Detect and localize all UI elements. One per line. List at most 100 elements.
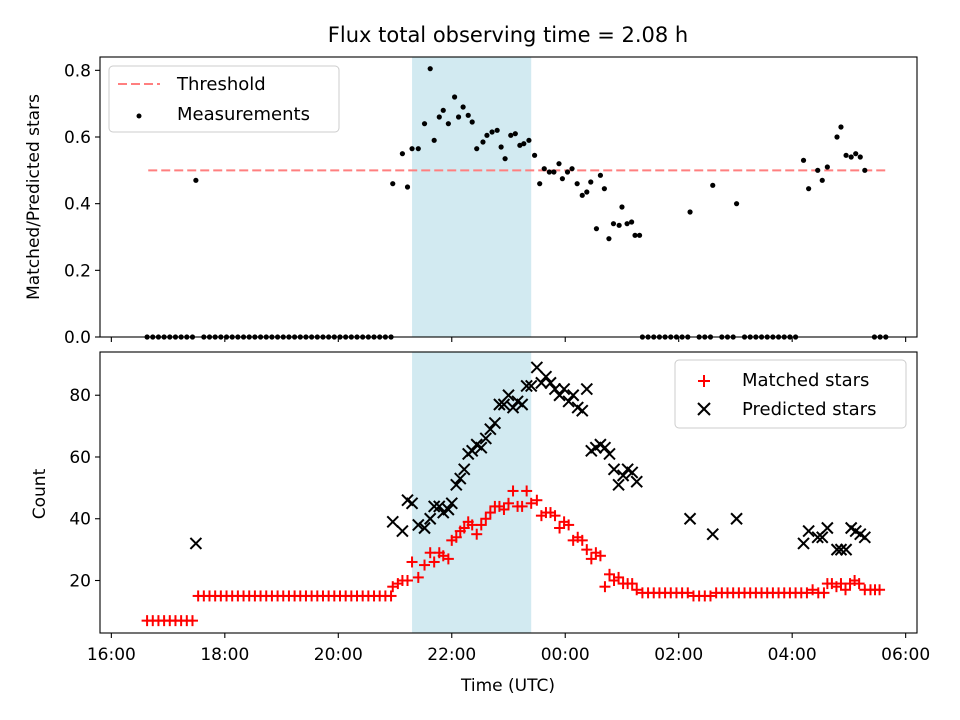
matched-star-point xyxy=(484,507,496,519)
matched-star-point xyxy=(807,584,819,596)
matched-star-point xyxy=(603,568,615,580)
measurement-point xyxy=(512,131,518,137)
predicted-star-point xyxy=(797,537,810,550)
measurement-point xyxy=(484,132,490,138)
measurement-point xyxy=(588,179,594,185)
measurement-point xyxy=(733,201,740,207)
measurement-point xyxy=(489,129,495,135)
measurement-point xyxy=(636,232,643,238)
matched-star-point xyxy=(626,578,638,590)
measurement-point xyxy=(498,144,504,150)
measurement-point xyxy=(531,152,538,158)
measurement-point xyxy=(687,209,693,215)
measurement-point xyxy=(616,222,622,228)
matched-star-point xyxy=(704,590,716,602)
measurement-point xyxy=(480,139,486,145)
matched-star-point xyxy=(419,559,431,571)
predicted-star-point xyxy=(386,515,399,529)
predicted-star-point xyxy=(706,527,719,541)
matched-star-point xyxy=(475,519,487,531)
measurement-point xyxy=(564,169,571,175)
predicted-star-point xyxy=(830,543,844,556)
measurement-point xyxy=(541,166,547,172)
predicted-star-point xyxy=(484,422,497,436)
predicted-star-point xyxy=(506,401,520,414)
predicted-star-point xyxy=(811,531,824,544)
measurement-point xyxy=(465,112,471,118)
ratio-y-tick-label: 0.2 xyxy=(64,261,91,281)
predicted-star-point xyxy=(524,379,538,393)
ratio-y-tick-label: 0.4 xyxy=(64,195,91,215)
predicted-star-point xyxy=(427,500,441,513)
predicted-star-point xyxy=(858,531,872,544)
predicted-star-point xyxy=(553,389,566,402)
matched-star-point xyxy=(498,503,510,515)
measurement-point xyxy=(597,172,604,178)
predicted-star-point xyxy=(445,497,458,510)
matched-star-point xyxy=(853,578,865,590)
measurement-point xyxy=(815,167,821,173)
predicted-star-point xyxy=(433,500,446,513)
count-x-ticks: 16:00 18:00 20:00 22:00 00:00 02:00 04:00 06:00 xyxy=(87,633,930,665)
predicted-star-point xyxy=(488,416,502,430)
measurement-point xyxy=(469,119,475,125)
count-x-tick-label: 22:00 xyxy=(427,645,476,665)
measurement-point xyxy=(610,221,617,227)
predicted-stars-series xyxy=(189,361,872,556)
predicted-star-point xyxy=(603,447,616,461)
measurement-point xyxy=(853,151,859,157)
count-y-ticks: 20 40 60 80 xyxy=(69,386,100,592)
count-panel: 20 40 60 80 16:00 18:00 20:00 22:00 00:00 02:00 0… xyxy=(30,351,930,696)
matched-star-point xyxy=(507,485,519,497)
predicted-star-point xyxy=(412,518,425,532)
count-y-tick-label: 20 xyxy=(69,572,91,592)
predicted-star-point xyxy=(418,521,431,535)
predicted-star-point xyxy=(450,478,463,491)
measurement-point xyxy=(546,169,552,175)
measurement-point xyxy=(440,107,446,113)
measurement-point xyxy=(834,134,840,140)
predicted-star-point xyxy=(730,512,743,525)
matched-legend-swatch xyxy=(698,375,710,387)
measurement-point xyxy=(848,154,854,160)
predicted-legend-label: Predicted stars xyxy=(742,399,876,420)
ratio-y-tick-label: 0.6 xyxy=(64,128,91,148)
measurement-point xyxy=(431,137,437,143)
count-x-tick-label: 18:00 xyxy=(200,645,249,665)
predicted-star-point xyxy=(454,472,467,485)
matched-star-point xyxy=(458,522,470,534)
predicted-star-point xyxy=(502,389,515,402)
predicted-star-point xyxy=(539,370,553,383)
predicted-star-point xyxy=(616,469,630,482)
measurement-point xyxy=(710,182,716,188)
measurement-point xyxy=(399,151,406,157)
matched-star-point xyxy=(594,550,606,562)
measurement-point xyxy=(494,127,500,133)
count-x-tick-label: 16:00 xyxy=(87,645,136,665)
predicted-star-point xyxy=(493,398,506,411)
matched-star-point xyxy=(531,494,543,506)
measurement-point xyxy=(455,114,462,120)
matched-star-point xyxy=(554,522,566,534)
ratio-y-ticks: 0.0 0.2 0.4 0.6 0.8 xyxy=(64,61,100,348)
predicted-star-point xyxy=(458,463,471,476)
matched-star-point xyxy=(402,575,414,587)
ratio-plot-frame xyxy=(99,56,918,338)
measurement-point xyxy=(593,226,600,232)
matched-star-point xyxy=(186,615,198,627)
predicted-star-point xyxy=(683,512,697,525)
measurement-point xyxy=(584,189,590,195)
measurement-point xyxy=(404,184,411,190)
measurement-point xyxy=(551,169,557,175)
measurement-point xyxy=(508,132,514,138)
measurement-point xyxy=(193,177,199,183)
measurements-legend-label: Measurements xyxy=(177,104,310,125)
measurements-series xyxy=(144,66,889,340)
predicted-star-point xyxy=(189,537,203,550)
measurement-point xyxy=(517,142,523,148)
x-axis-label: Time (UTC) xyxy=(460,676,555,696)
ratio-panel: Flux total observing time = 2.08 h 0.00.… xyxy=(24,23,918,348)
measurement-point xyxy=(574,181,580,187)
matched-legend-label: Matched stars xyxy=(742,370,869,391)
measurement-point xyxy=(579,192,585,198)
